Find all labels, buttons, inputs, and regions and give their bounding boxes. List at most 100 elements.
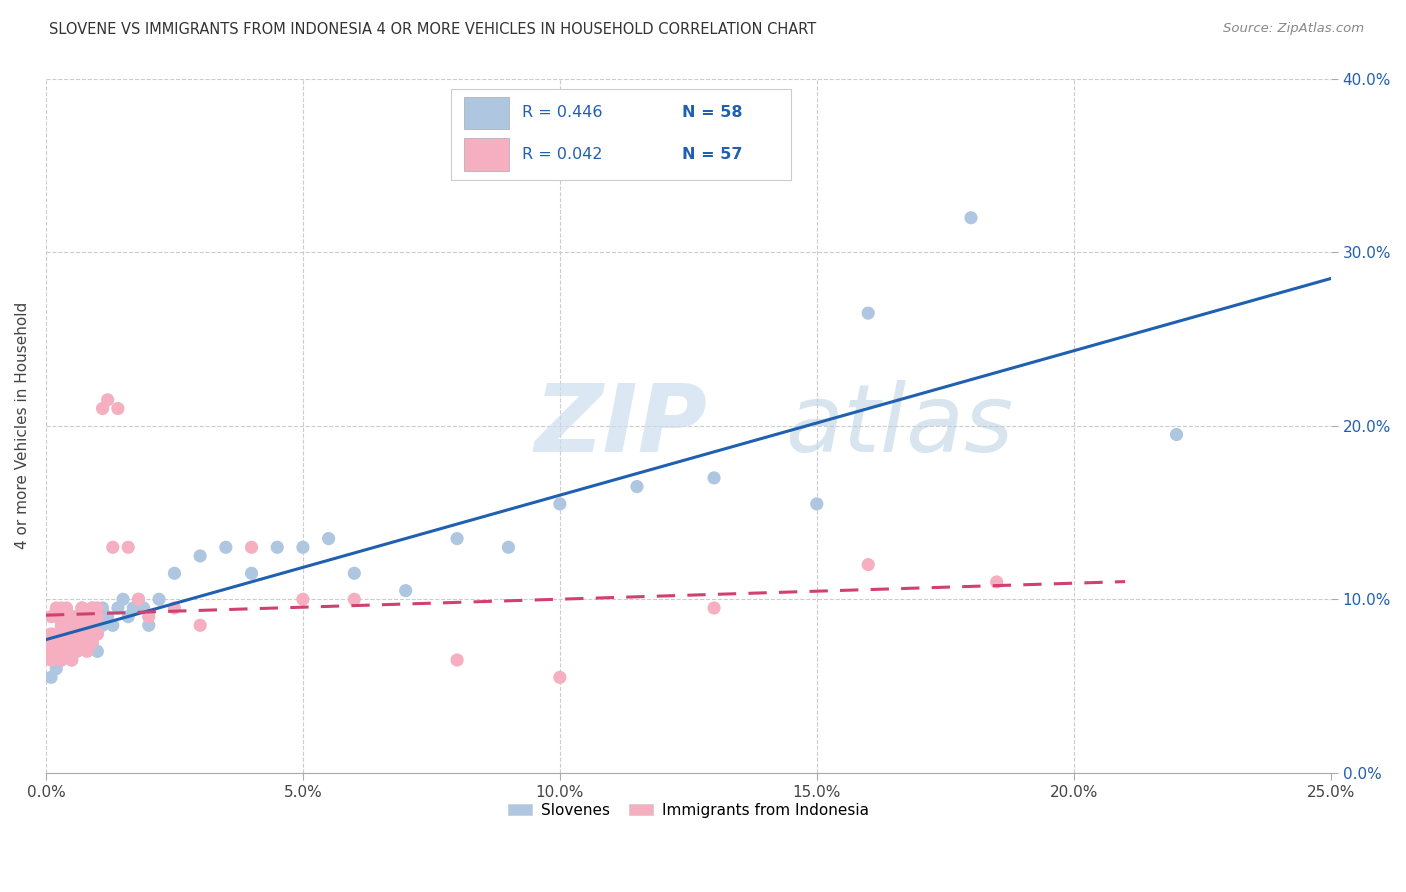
Point xyxy=(76,627,98,641)
Point xyxy=(60,644,83,658)
Point xyxy=(395,583,418,598)
Point xyxy=(66,627,89,641)
Point xyxy=(60,635,83,649)
Point xyxy=(66,627,89,641)
Point xyxy=(39,670,62,684)
Point xyxy=(446,532,468,546)
Point xyxy=(240,541,263,555)
Point xyxy=(76,644,98,658)
Text: SLOVENE VS IMMIGRANTS FROM INDONESIA 4 OR MORE VEHICLES IN HOUSEHOLD CORRELATION: SLOVENE VS IMMIGRANTS FROM INDONESIA 4 O… xyxy=(49,22,817,37)
Point xyxy=(39,627,62,641)
Point xyxy=(291,541,314,555)
Point xyxy=(51,601,73,615)
Point xyxy=(101,618,124,632)
Point xyxy=(86,609,108,624)
Point xyxy=(343,566,366,581)
Point xyxy=(112,592,135,607)
Point xyxy=(55,635,77,649)
Point xyxy=(70,635,93,649)
Point xyxy=(45,609,67,624)
Point xyxy=(82,601,104,615)
Point xyxy=(548,497,571,511)
Point xyxy=(39,635,62,649)
Point xyxy=(55,609,77,624)
Point xyxy=(343,592,366,607)
Point xyxy=(82,635,104,649)
Point xyxy=(240,566,263,581)
Point xyxy=(86,644,108,658)
Point xyxy=(960,211,983,225)
Text: atlas: atlas xyxy=(785,380,1012,471)
Point xyxy=(107,401,129,416)
Point xyxy=(856,306,879,320)
Point xyxy=(45,627,67,641)
Text: Source: ZipAtlas.com: Source: ZipAtlas.com xyxy=(1223,22,1364,36)
Point xyxy=(188,549,211,563)
Point xyxy=(138,609,160,624)
Point xyxy=(60,618,83,632)
Point xyxy=(91,401,114,416)
Point xyxy=(45,662,67,676)
Point xyxy=(39,609,62,624)
Point xyxy=(60,609,83,624)
Legend: Slovenes, Immigrants from Indonesia: Slovenes, Immigrants from Indonesia xyxy=(502,797,875,824)
Point xyxy=(82,618,104,632)
Point xyxy=(70,601,93,615)
Point xyxy=(51,627,73,641)
Point xyxy=(163,601,186,615)
Point xyxy=(117,541,139,555)
Point xyxy=(45,635,67,649)
Point xyxy=(60,609,83,624)
Point xyxy=(60,635,83,649)
Point xyxy=(45,601,67,615)
Point xyxy=(986,574,1008,589)
Point xyxy=(45,644,67,658)
Point xyxy=(66,609,89,624)
Point xyxy=(82,635,104,649)
Point xyxy=(703,601,725,615)
Point xyxy=(97,609,120,624)
Point xyxy=(1166,427,1188,442)
Point xyxy=(91,618,114,632)
Point xyxy=(291,592,314,607)
Point xyxy=(215,541,238,555)
Point xyxy=(498,541,520,555)
Point xyxy=(132,601,155,615)
Point xyxy=(76,609,98,624)
Point xyxy=(856,558,879,572)
Text: ZIP: ZIP xyxy=(534,380,707,472)
Point xyxy=(51,653,73,667)
Point xyxy=(60,653,83,667)
Point xyxy=(55,627,77,641)
Point xyxy=(148,592,170,607)
Point xyxy=(266,541,288,555)
Point xyxy=(70,618,93,632)
Point xyxy=(82,618,104,632)
Point xyxy=(51,635,73,649)
Point xyxy=(86,627,108,641)
Point xyxy=(122,601,145,615)
Point xyxy=(45,644,67,658)
Point xyxy=(117,609,139,624)
Point xyxy=(55,609,77,624)
Point xyxy=(55,644,77,658)
Point xyxy=(86,609,108,624)
Point xyxy=(86,627,108,641)
Point xyxy=(138,618,160,632)
Point xyxy=(66,644,89,658)
Point xyxy=(127,592,149,607)
Point xyxy=(60,653,83,667)
Point xyxy=(70,635,93,649)
Point xyxy=(107,601,129,615)
Point xyxy=(55,601,77,615)
Point xyxy=(51,653,73,667)
Point xyxy=(55,644,77,658)
Point xyxy=(91,601,114,615)
Point xyxy=(51,618,73,632)
Point xyxy=(86,601,108,615)
Point xyxy=(806,497,828,511)
Point xyxy=(66,644,89,658)
Point xyxy=(163,566,186,581)
Point xyxy=(60,627,83,641)
Point xyxy=(446,653,468,667)
